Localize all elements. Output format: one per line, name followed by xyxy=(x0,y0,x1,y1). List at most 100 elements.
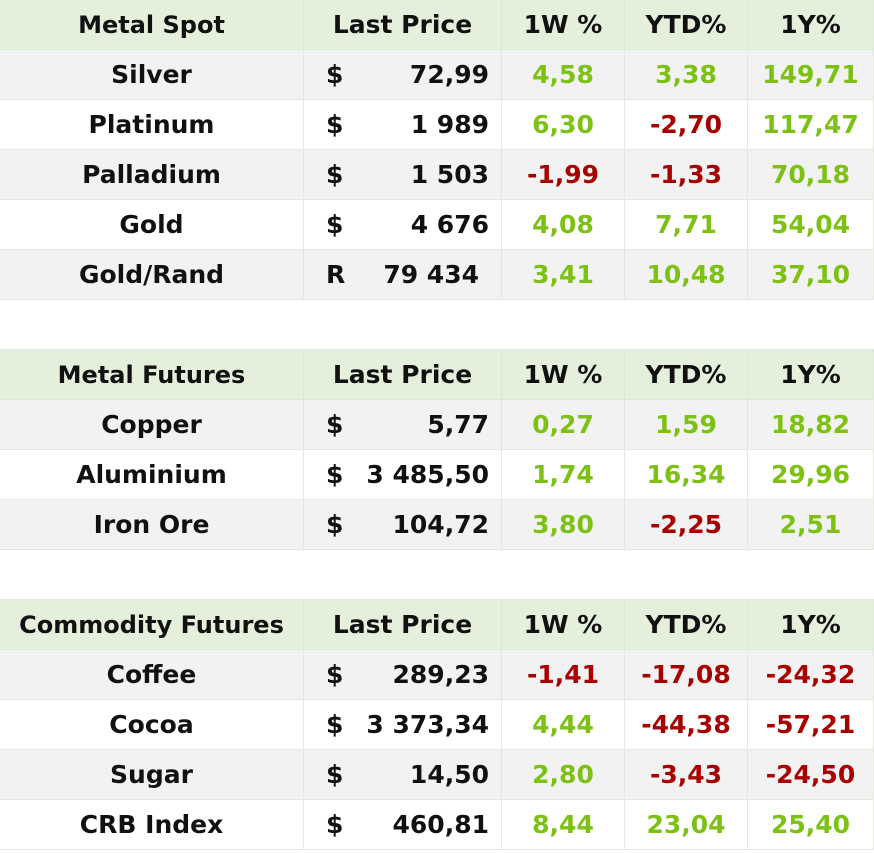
row-price: $3 373,34 xyxy=(304,700,502,750)
row-name: CRB Index xyxy=(0,800,304,850)
currency-symbol: $ xyxy=(326,460,344,489)
header-1w: 1W % xyxy=(502,350,625,400)
currency-symbol: $ xyxy=(326,810,344,839)
header-1y: 1Y% xyxy=(748,0,874,50)
price-value: 1 503 xyxy=(410,160,489,189)
row-name: Palladium xyxy=(0,150,304,200)
row-price: $5,77 xyxy=(304,400,502,450)
row-price: R 79 434 xyxy=(304,250,502,300)
row-name: Coffee xyxy=(0,650,304,700)
row-1w-change: 3,80 xyxy=(502,500,625,550)
price-value: 14,50 xyxy=(409,760,489,789)
row-price: $14,50 xyxy=(304,750,502,800)
row-ytd-change: 7,71 xyxy=(625,200,748,250)
row-1y-change: 18,82 xyxy=(748,400,874,450)
currency-symbol: $ xyxy=(326,210,344,239)
row-1y-change: 29,96 xyxy=(748,450,874,500)
currency-symbol: $ xyxy=(326,160,344,189)
header-name: Metal Futures xyxy=(0,350,304,400)
row-price: $104,72 xyxy=(304,500,502,550)
header-name: Commodity Futures xyxy=(0,600,304,650)
row-ytd-change: -2,70 xyxy=(625,100,748,150)
row-name: Iron Ore xyxy=(0,500,304,550)
header-ytd: YTD% xyxy=(625,600,748,650)
currency-symbol: $ xyxy=(326,60,344,89)
row-1y-change: 70,18 xyxy=(748,150,874,200)
header-name: Metal Spot xyxy=(0,0,304,50)
row-ytd-change: 3,38 xyxy=(625,50,748,100)
price-value: 3 373,34 xyxy=(366,710,489,739)
price-value: 460,81 xyxy=(392,810,489,839)
row-price: $3 485,50 xyxy=(304,450,502,500)
header-last-price: Last Price xyxy=(304,600,502,650)
price-value: 72,99 xyxy=(409,60,489,89)
row-price: $289,23 xyxy=(304,650,502,700)
row-price: $1 989 xyxy=(304,100,502,150)
currency-symbol: $ xyxy=(326,410,344,439)
currency-symbol: $ xyxy=(326,760,344,789)
row-1y-change: -24,32 xyxy=(748,650,874,700)
row-ytd-change: -3,43 xyxy=(625,750,748,800)
row-1y-change: 117,47 xyxy=(748,100,874,150)
row-name: Gold xyxy=(0,200,304,250)
header-1y: 1Y% xyxy=(748,350,874,400)
price-value: 3 485,50 xyxy=(366,460,489,489)
row-price: $1 503 xyxy=(304,150,502,200)
row-1w-change: 4,58 xyxy=(502,50,625,100)
header-1w: 1W % xyxy=(502,0,625,50)
row-ytd-change: -44,38 xyxy=(625,700,748,750)
price-value: 104,72 xyxy=(392,510,489,539)
row-1y-change: 149,71 xyxy=(748,50,874,100)
row-name: Silver xyxy=(0,50,304,100)
currency-symbol: $ xyxy=(326,110,344,139)
row-1y-change: -24,50 xyxy=(748,750,874,800)
price-value: 4 676 xyxy=(410,210,489,239)
section-spacer xyxy=(0,550,874,600)
row-1w-change: 2,80 xyxy=(502,750,625,800)
row-1y-change: 2,51 xyxy=(748,500,874,550)
row-name: Aluminium xyxy=(0,450,304,500)
price-value: 79 434 xyxy=(383,260,479,289)
header-1w: 1W % xyxy=(502,600,625,650)
price-value: 5,77 xyxy=(427,410,489,439)
row-1w-change: 1,74 xyxy=(502,450,625,500)
row-ytd-change: 16,34 xyxy=(625,450,748,500)
row-price: $72,99 xyxy=(304,50,502,100)
row-ytd-change: -17,08 xyxy=(625,650,748,700)
price-value: 289,23 xyxy=(392,660,489,689)
currency-symbol: $ xyxy=(326,510,344,539)
row-ytd-change: -1,33 xyxy=(625,150,748,200)
row-1w-change: 0,27 xyxy=(502,400,625,450)
currency-symbol: $ xyxy=(326,660,344,689)
header-last-price: Last Price xyxy=(304,0,502,50)
row-1w-change: 6,30 xyxy=(502,100,625,150)
row-ytd-change: 10,48 xyxy=(625,250,748,300)
row-name: Cocoa xyxy=(0,700,304,750)
row-name: Platinum xyxy=(0,100,304,150)
row-1y-change: 54,04 xyxy=(748,200,874,250)
header-ytd: YTD% xyxy=(625,350,748,400)
row-name: Sugar xyxy=(0,750,304,800)
row-1w-change: 4,08 xyxy=(502,200,625,250)
header-last-price: Last Price xyxy=(304,350,502,400)
row-ytd-change: 23,04 xyxy=(625,800,748,850)
currency-symbol: $ xyxy=(326,710,344,739)
row-price: $460,81 xyxy=(304,800,502,850)
row-1w-change: 3,41 xyxy=(502,250,625,300)
header-1y: 1Y% xyxy=(748,600,874,650)
row-1w-change: 8,44 xyxy=(502,800,625,850)
row-1y-change: 37,10 xyxy=(748,250,874,300)
row-1y-change: 25,40 xyxy=(748,800,874,850)
currency-symbol: R xyxy=(326,260,346,289)
header-ytd: YTD% xyxy=(625,0,748,50)
row-ytd-change: 1,59 xyxy=(625,400,748,450)
row-name: Gold/Rand xyxy=(0,250,304,300)
row-1y-change: -57,21 xyxy=(748,700,874,750)
row-price: $4 676 xyxy=(304,200,502,250)
row-1w-change: -1,99 xyxy=(502,150,625,200)
row-1w-change: 4,44 xyxy=(502,700,625,750)
section-spacer xyxy=(0,300,874,350)
row-ytd-change: -2,25 xyxy=(625,500,748,550)
price-value: 1 989 xyxy=(410,110,489,139)
